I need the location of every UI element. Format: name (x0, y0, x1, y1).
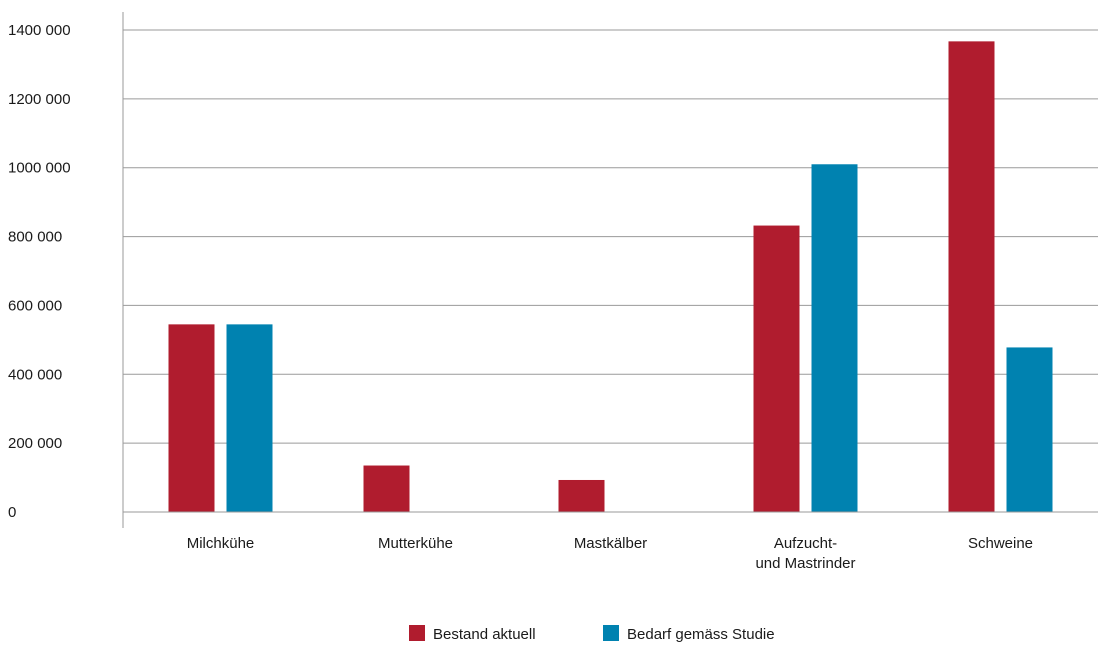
bar-bestand (168, 324, 215, 512)
bar-bestand (753, 225, 800, 512)
x-category-label: Mastkälber (574, 535, 647, 552)
x-category-label-line: Aufzucht- (774, 535, 837, 552)
bar-bedarf (226, 324, 273, 512)
legend-swatch (603, 625, 619, 641)
x-category-label-line: und Mastrinder (755, 555, 855, 572)
bar-bestand (363, 465, 410, 512)
y-tick-label: 1000 000 (8, 160, 71, 177)
x-category-label-line: Mastkälber (574, 535, 647, 552)
y-tick-label: 600 000 (8, 297, 62, 314)
legend-label: Bestand aktuell (433, 626, 536, 643)
bar-bestand (948, 41, 995, 513)
bars (168, 41, 1053, 513)
x-category-label: Aufzucht-und Mastrinder (755, 535, 855, 572)
legend-swatch (409, 625, 425, 641)
axes (122, 12, 1098, 528)
y-axis-tick-labels: 0 200 000 400 000 600 000 800 000 1000 000 120… (8, 22, 71, 521)
x-category-label: Mutterkühe (378, 535, 453, 552)
grid-lines (123, 29, 1098, 444)
y-tick-label: 1400 000 (8, 22, 71, 39)
x-category-label-line: Mutterkühe (378, 535, 453, 552)
y-tick-label: 400 000 (8, 366, 62, 383)
x-category-label: Milchkühe (187, 535, 255, 552)
x-axis-category-labels: Milchkühe Mutterkühe Mastkälber Aufzucht-un… (187, 535, 1033, 572)
legend: Bestand aktuell Bedarf gemäss Studie (409, 625, 775, 643)
x-category-label-line: Milchkühe (187, 535, 255, 552)
y-tick-label: 0 (8, 504, 16, 521)
y-tick-label: 1200 000 (8, 91, 71, 108)
y-tick-label: 800 000 (8, 229, 62, 246)
x-category-label-line: Schweine (968, 535, 1033, 552)
bar-bedarf (1006, 347, 1053, 512)
x-category-label: Schweine (968, 535, 1033, 552)
bar-bestand (558, 479, 605, 512)
bar-bedarf (811, 164, 858, 512)
legend-label: Bedarf gemäss Studie (627, 626, 775, 643)
y-tick-label: 200 000 (8, 435, 62, 452)
